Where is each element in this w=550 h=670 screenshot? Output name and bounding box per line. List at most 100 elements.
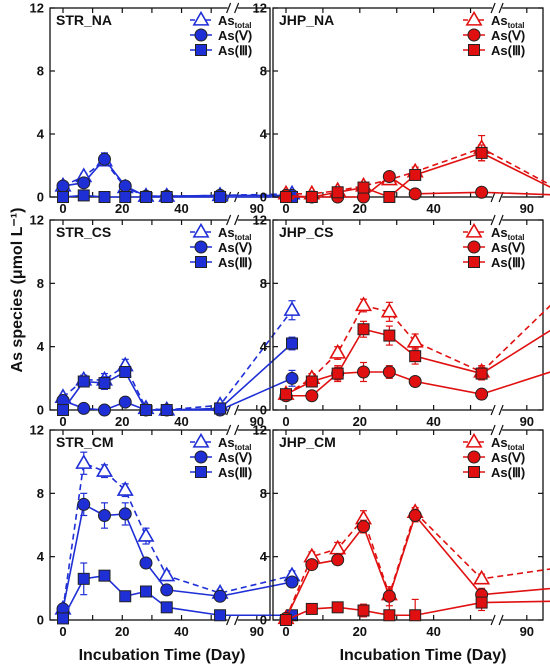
data-point — [382, 365, 396, 379]
data-point — [409, 609, 422, 622]
panel-title: JHP_CS — [279, 224, 333, 240]
data-point — [305, 191, 318, 203]
data-point — [75, 454, 93, 469]
axis-break-gap — [492, 616, 503, 624]
series-line — [285, 304, 550, 395]
data-point — [380, 302, 398, 318]
axis-break-slash — [234, 214, 240, 226]
data-point — [357, 520, 371, 534]
y-tick-label: 12 — [30, 1, 44, 16]
data-point — [214, 402, 227, 415]
series-line — [62, 503, 293, 610]
series-line — [62, 574, 292, 619]
data-point — [305, 558, 319, 572]
legend-marker — [192, 10, 210, 26]
y-tick-label: 0 — [37, 613, 44, 628]
data-point — [331, 367, 344, 380]
data-point — [285, 575, 299, 589]
axis-break-slash — [234, 424, 240, 436]
data-point — [383, 609, 396, 622]
data-point — [56, 179, 70, 193]
series-line — [62, 342, 293, 411]
data-point — [355, 296, 373, 312]
x-tick-label: 40 — [426, 414, 440, 429]
data-point — [139, 556, 153, 570]
legend-label: As(Ⅴ) — [491, 450, 525, 465]
legend-label: As(Ⅲ) — [491, 43, 525, 58]
axis-break-gap — [492, 193, 503, 201]
y-tick-label: 4 — [37, 339, 45, 354]
axis-break-slash — [490, 404, 496, 416]
legend-marker — [468, 256, 480, 268]
series-line — [62, 309, 293, 411]
legend-label: Astotal — [218, 435, 252, 452]
data-point — [139, 191, 152, 203]
data-point — [214, 609, 227, 622]
data-point — [118, 507, 132, 521]
data-point — [305, 375, 318, 388]
axis-break-slash — [234, 2, 240, 14]
data-point — [408, 187, 422, 201]
axis-break-slash — [490, 191, 496, 203]
panel-title: JHP_CM — [279, 434, 336, 450]
series-line — [285, 513, 550, 619]
axis-break-slash — [226, 404, 232, 416]
x-tick-label: 0 — [59, 624, 66, 639]
data-point — [475, 367, 488, 380]
axis-break-slash — [234, 614, 240, 626]
axis-break-slash — [226, 214, 232, 226]
axis-break-slash — [498, 404, 504, 416]
legend-label: As(Ⅲ) — [491, 255, 525, 270]
panel-title: JHP_NA — [279, 12, 334, 28]
data-point — [119, 590, 132, 603]
data-point — [280, 388, 292, 401]
data-point — [409, 168, 422, 181]
data-point — [160, 601, 173, 614]
panel-title: STR_CM — [56, 434, 114, 450]
data-point — [409, 350, 422, 363]
axis-break-slash — [226, 2, 232, 14]
x-tick-label: 40 — [174, 201, 188, 216]
x-axis-label-right: Incubation Time (Day) — [340, 647, 507, 664]
x-tick-label: 40 — [426, 624, 440, 639]
data-point — [98, 569, 111, 582]
y-tick-label: 8 — [260, 64, 267, 79]
panel-title: STR_CS — [56, 224, 111, 240]
data-point — [158, 566, 176, 582]
x-tick-label: 90 — [520, 624, 534, 639]
data-point — [77, 401, 91, 415]
data-point — [475, 146, 488, 159]
legend-marker — [465, 10, 483, 26]
axis-break-slash — [498, 214, 504, 226]
data-point — [97, 403, 111, 417]
axis-break-slash — [490, 424, 496, 436]
data-point — [77, 176, 91, 190]
axis-break-gap — [227, 4, 238, 12]
y-tick-label: 12 — [30, 423, 44, 438]
data-point — [77, 572, 90, 585]
plot-frame — [272, 7, 544, 198]
legend-marker — [467, 450, 481, 464]
legend-marker — [194, 240, 208, 254]
x-tick-label: 20 — [353, 414, 367, 429]
data-point — [97, 509, 111, 522]
legend-marker — [467, 240, 481, 254]
legend-marker — [192, 432, 210, 448]
legend-label: As(Ⅲ) — [218, 255, 252, 270]
axis-break-gap — [227, 406, 238, 414]
data-point — [280, 614, 292, 626]
legend-label: Astotal — [491, 225, 525, 242]
data-point — [77, 189, 90, 202]
x-tick-label: 0 — [282, 201, 289, 216]
x-axis-label-left: Incubation Time (Day) — [79, 647, 246, 664]
data-point — [119, 191, 132, 203]
data-point — [475, 387, 489, 401]
axis-break-slash — [234, 404, 240, 416]
data-point — [357, 181, 370, 194]
x-tick-label: 0 — [282, 624, 289, 639]
x-tick-label: 90 — [250, 624, 264, 639]
